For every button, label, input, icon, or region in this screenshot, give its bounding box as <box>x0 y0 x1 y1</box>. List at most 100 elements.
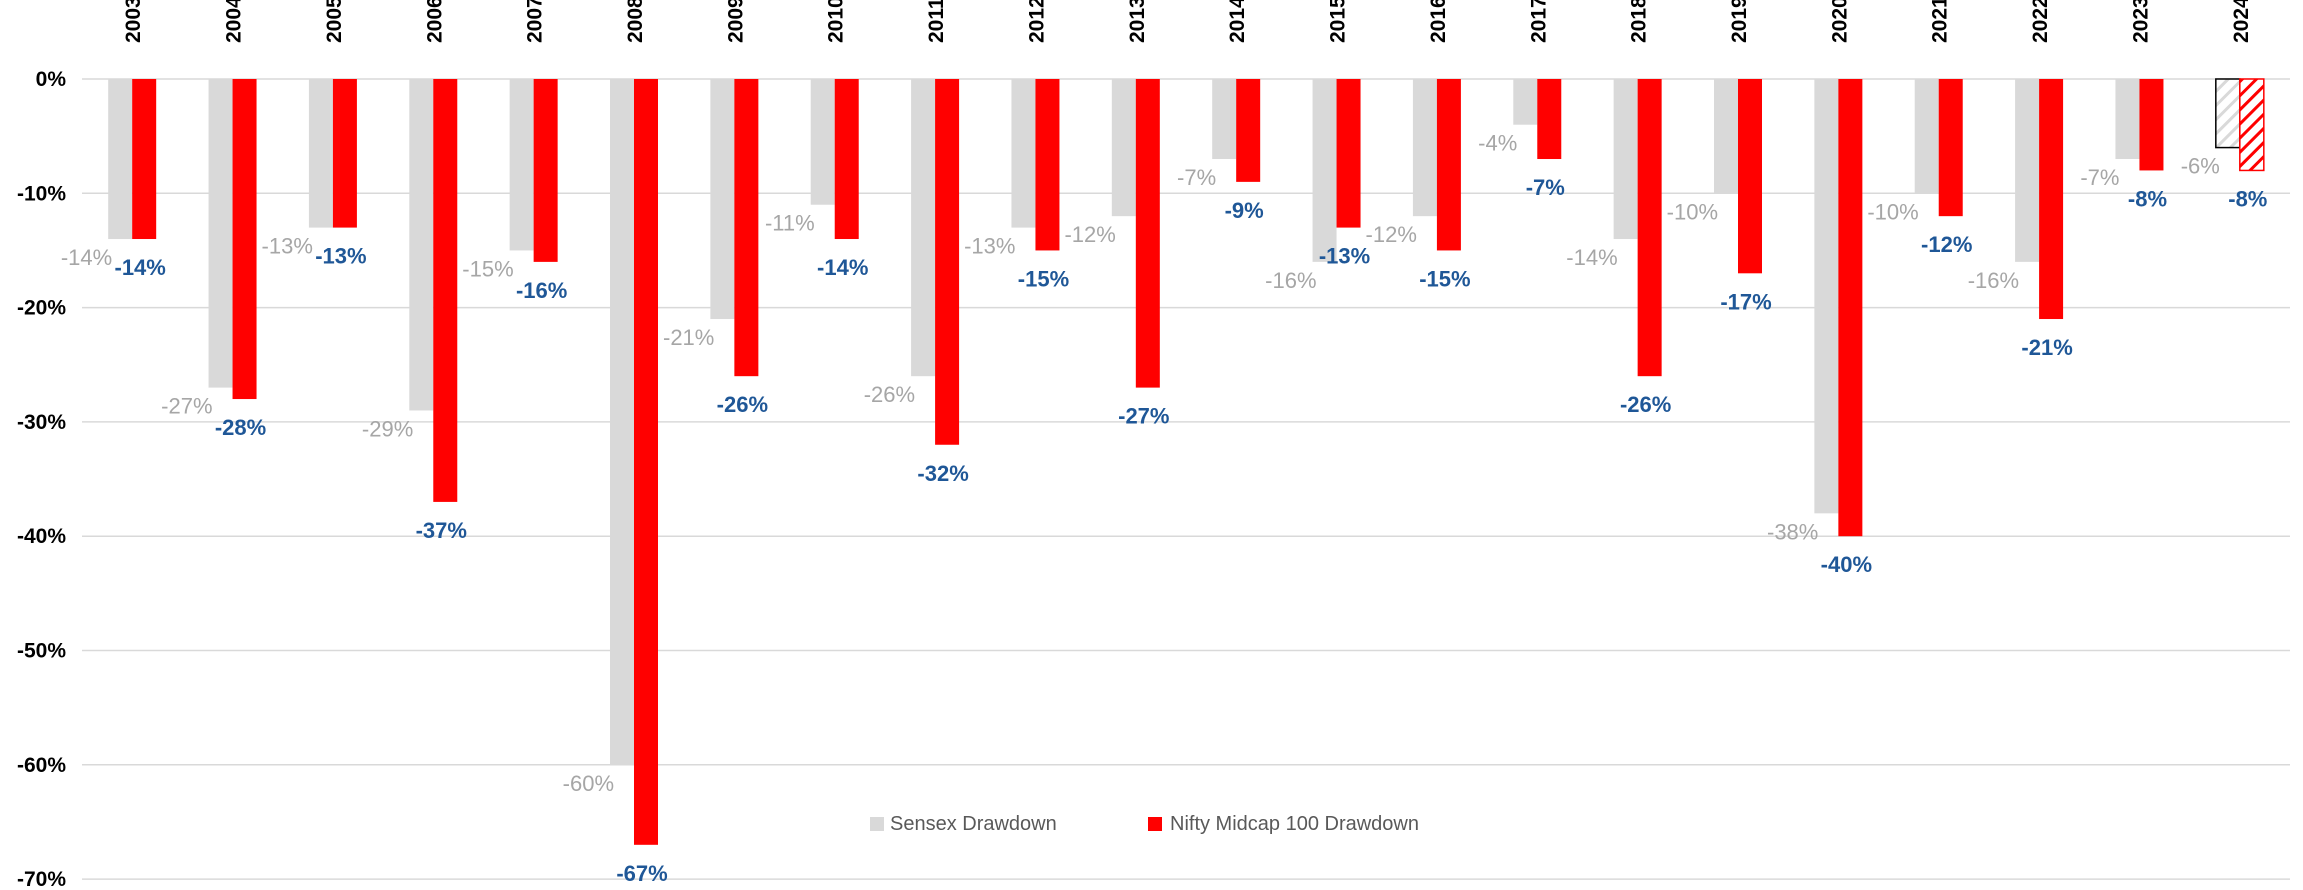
y-tick-label: -50% <box>17 640 66 663</box>
data-label-sensex-2009: -21% <box>663 325 714 350</box>
x-tick-label: 2011 <box>925 0 948 43</box>
data-label-nifty-2020: -40% <box>1821 552 1872 577</box>
y-tick-label: -40% <box>17 525 66 548</box>
data-label-nifty-2012: -15% <box>1018 266 1069 291</box>
data-label-sensex-2007: -15% <box>462 256 513 281</box>
bar-sensex-2017 <box>1513 79 1538 125</box>
bar-nifty-2019 <box>1738 79 1762 274</box>
data-label-nifty-2018: -26% <box>1620 392 1671 417</box>
data-label-nifty-2004: -28% <box>215 415 266 440</box>
bar-nifty-2021 <box>1938 79 1963 217</box>
bar-sensex-2012 <box>1011 79 1036 228</box>
data-label-nifty-2009: -26% <box>717 392 768 417</box>
bar-sensex-2020 <box>1814 79 1839 514</box>
bar-sensex-2019 <box>1714 79 1738 194</box>
bar-sensex-2015 <box>1312 79 1337 262</box>
data-label-nifty-2016: -15% <box>1419 266 1470 291</box>
data-label-sensex-2017: -4% <box>1478 131 1517 156</box>
data-label-nifty-2006: -37% <box>416 518 467 543</box>
bar-nifty-2014 <box>1236 79 1261 182</box>
bar-sensex-2011 <box>911 79 936 377</box>
data-label-sensex-2024: -6% <box>2181 154 2220 179</box>
bar-sensex-2006 <box>409 79 434 411</box>
data-label-nifty-2024: -8% <box>2228 186 2267 211</box>
bar-nifty-2007 <box>533 79 558 262</box>
legend-swatch-sensex <box>870 817 884 831</box>
x-tick-label: 2007 <box>524 0 547 43</box>
data-label-sensex-2004: -27% <box>161 394 212 419</box>
data-label-nifty-2021: -12% <box>1921 232 1972 257</box>
data-label-sensex-2022: -16% <box>1968 268 2019 293</box>
data-label-sensex-2003: -14% <box>61 245 112 270</box>
legend-label-nifty: Nifty Midcap 100 Drawdown <box>1170 813 1419 835</box>
x-tick-label: 2020 <box>1828 0 1851 43</box>
bar-nifty-2011 <box>935 79 960 445</box>
y-tick-label: -10% <box>17 182 66 205</box>
data-label-nifty-2008: -67% <box>616 861 667 886</box>
bar-nifty-2013 <box>1135 79 1160 388</box>
data-label-sensex-2019: -10% <box>1667 199 1718 224</box>
x-tick-label: 2003 <box>122 0 145 43</box>
bar-nifty-2015 <box>1336 79 1361 228</box>
x-tick-label: 2008 <box>624 0 647 43</box>
data-label-nifty-2007: -16% <box>516 278 567 303</box>
bar-sensex-2023 <box>2115 79 2140 160</box>
bar-sensex-2018 <box>1613 79 1638 240</box>
data-label-sensex-2020: -38% <box>1767 519 1818 544</box>
bar-sensex-2008 <box>610 79 634 765</box>
x-tick-label: 2009 <box>724 0 747 43</box>
bar-sensex-2022 <box>2015 79 2040 262</box>
bar-nifty-2006 <box>433 79 458 502</box>
y-tick-label: -60% <box>17 754 66 777</box>
x-tick-label: 2017 <box>1527 0 1550 43</box>
data-label-sensex-2016: -12% <box>1366 222 1417 247</box>
bar-nifty-2009 <box>734 79 759 377</box>
bar-sensex-2013 <box>1111 79 1136 217</box>
bar-nifty-2017 <box>1537 79 1562 160</box>
x-tick-label: 2023 <box>2129 0 2152 43</box>
data-label-nifty-2022: -21% <box>2021 335 2072 360</box>
legend-swatch-nifty <box>1148 817 1162 831</box>
bar-nifty-2018 <box>1637 79 1662 377</box>
x-tick-label: 2018 <box>1628 0 1651 43</box>
data-label-nifty-2010: -14% <box>817 255 868 280</box>
bar-sensex-2016 <box>1412 79 1437 217</box>
data-label-nifty-2017: -7% <box>1526 175 1565 200</box>
bar-sensex-2004 <box>208 79 233 388</box>
x-tick-label: 2014 <box>1226 0 1249 43</box>
data-label-nifty-2019: -17% <box>1720 289 1771 314</box>
bar-nifty-2010 <box>834 79 859 240</box>
x-tick-label: 2013 <box>1126 0 1149 43</box>
y-axis-ticks: 0% -10% -20% -30% -40% -50% -60% -70% <box>17 68 66 890</box>
data-label-sensex-2015: -16% <box>1265 268 1316 293</box>
x-tick-label: 2022 <box>2029 0 2052 43</box>
x-tick-label: 2021 <box>1929 0 1952 43</box>
x-tick-label: 2012 <box>1025 0 1048 43</box>
data-label-sensex-2012: -13% <box>964 234 1015 259</box>
x-tick-label: 2004 <box>223 0 246 43</box>
bars <box>108 78 2265 845</box>
data-label-sensex-2006: -29% <box>362 416 413 441</box>
bar-sensex-2003 <box>108 79 133 240</box>
data-label-sensex-2008: -60% <box>563 771 614 796</box>
bar-sensex-2024 <box>2215 78 2241 149</box>
y-tick-label: -30% <box>17 411 66 434</box>
x-tick-label: 2019 <box>1728 0 1751 43</box>
data-label-sensex-2014: -7% <box>1177 165 1216 190</box>
bar-nifty-2024 <box>2239 78 2265 172</box>
bar-sensex-2021 <box>1914 79 1939 194</box>
x-tick-label: 2024 <box>2230 0 2253 43</box>
data-label-nifty-2003: -14% <box>115 255 166 280</box>
bar-sensex-2009 <box>710 79 735 320</box>
x-tick-label: 2010 <box>825 0 848 43</box>
bar-nifty-2005 <box>332 79 357 228</box>
data-label-sensex-2005: -13% <box>262 234 313 259</box>
data-label-nifty-2011: -32% <box>917 461 968 486</box>
legend-label-sensex: Sensex Drawdown <box>890 813 1057 835</box>
bar-sensex-2010 <box>810 79 835 205</box>
bar-nifty-2023 <box>2139 79 2164 171</box>
legend: Sensex Drawdown Nifty Midcap 100 Drawdown <box>870 813 1419 835</box>
bar-nifty-2012 <box>1035 79 1060 251</box>
data-label-sensex-2013: -12% <box>1064 222 1115 247</box>
data-label-nifty-2005: -13% <box>315 244 366 269</box>
